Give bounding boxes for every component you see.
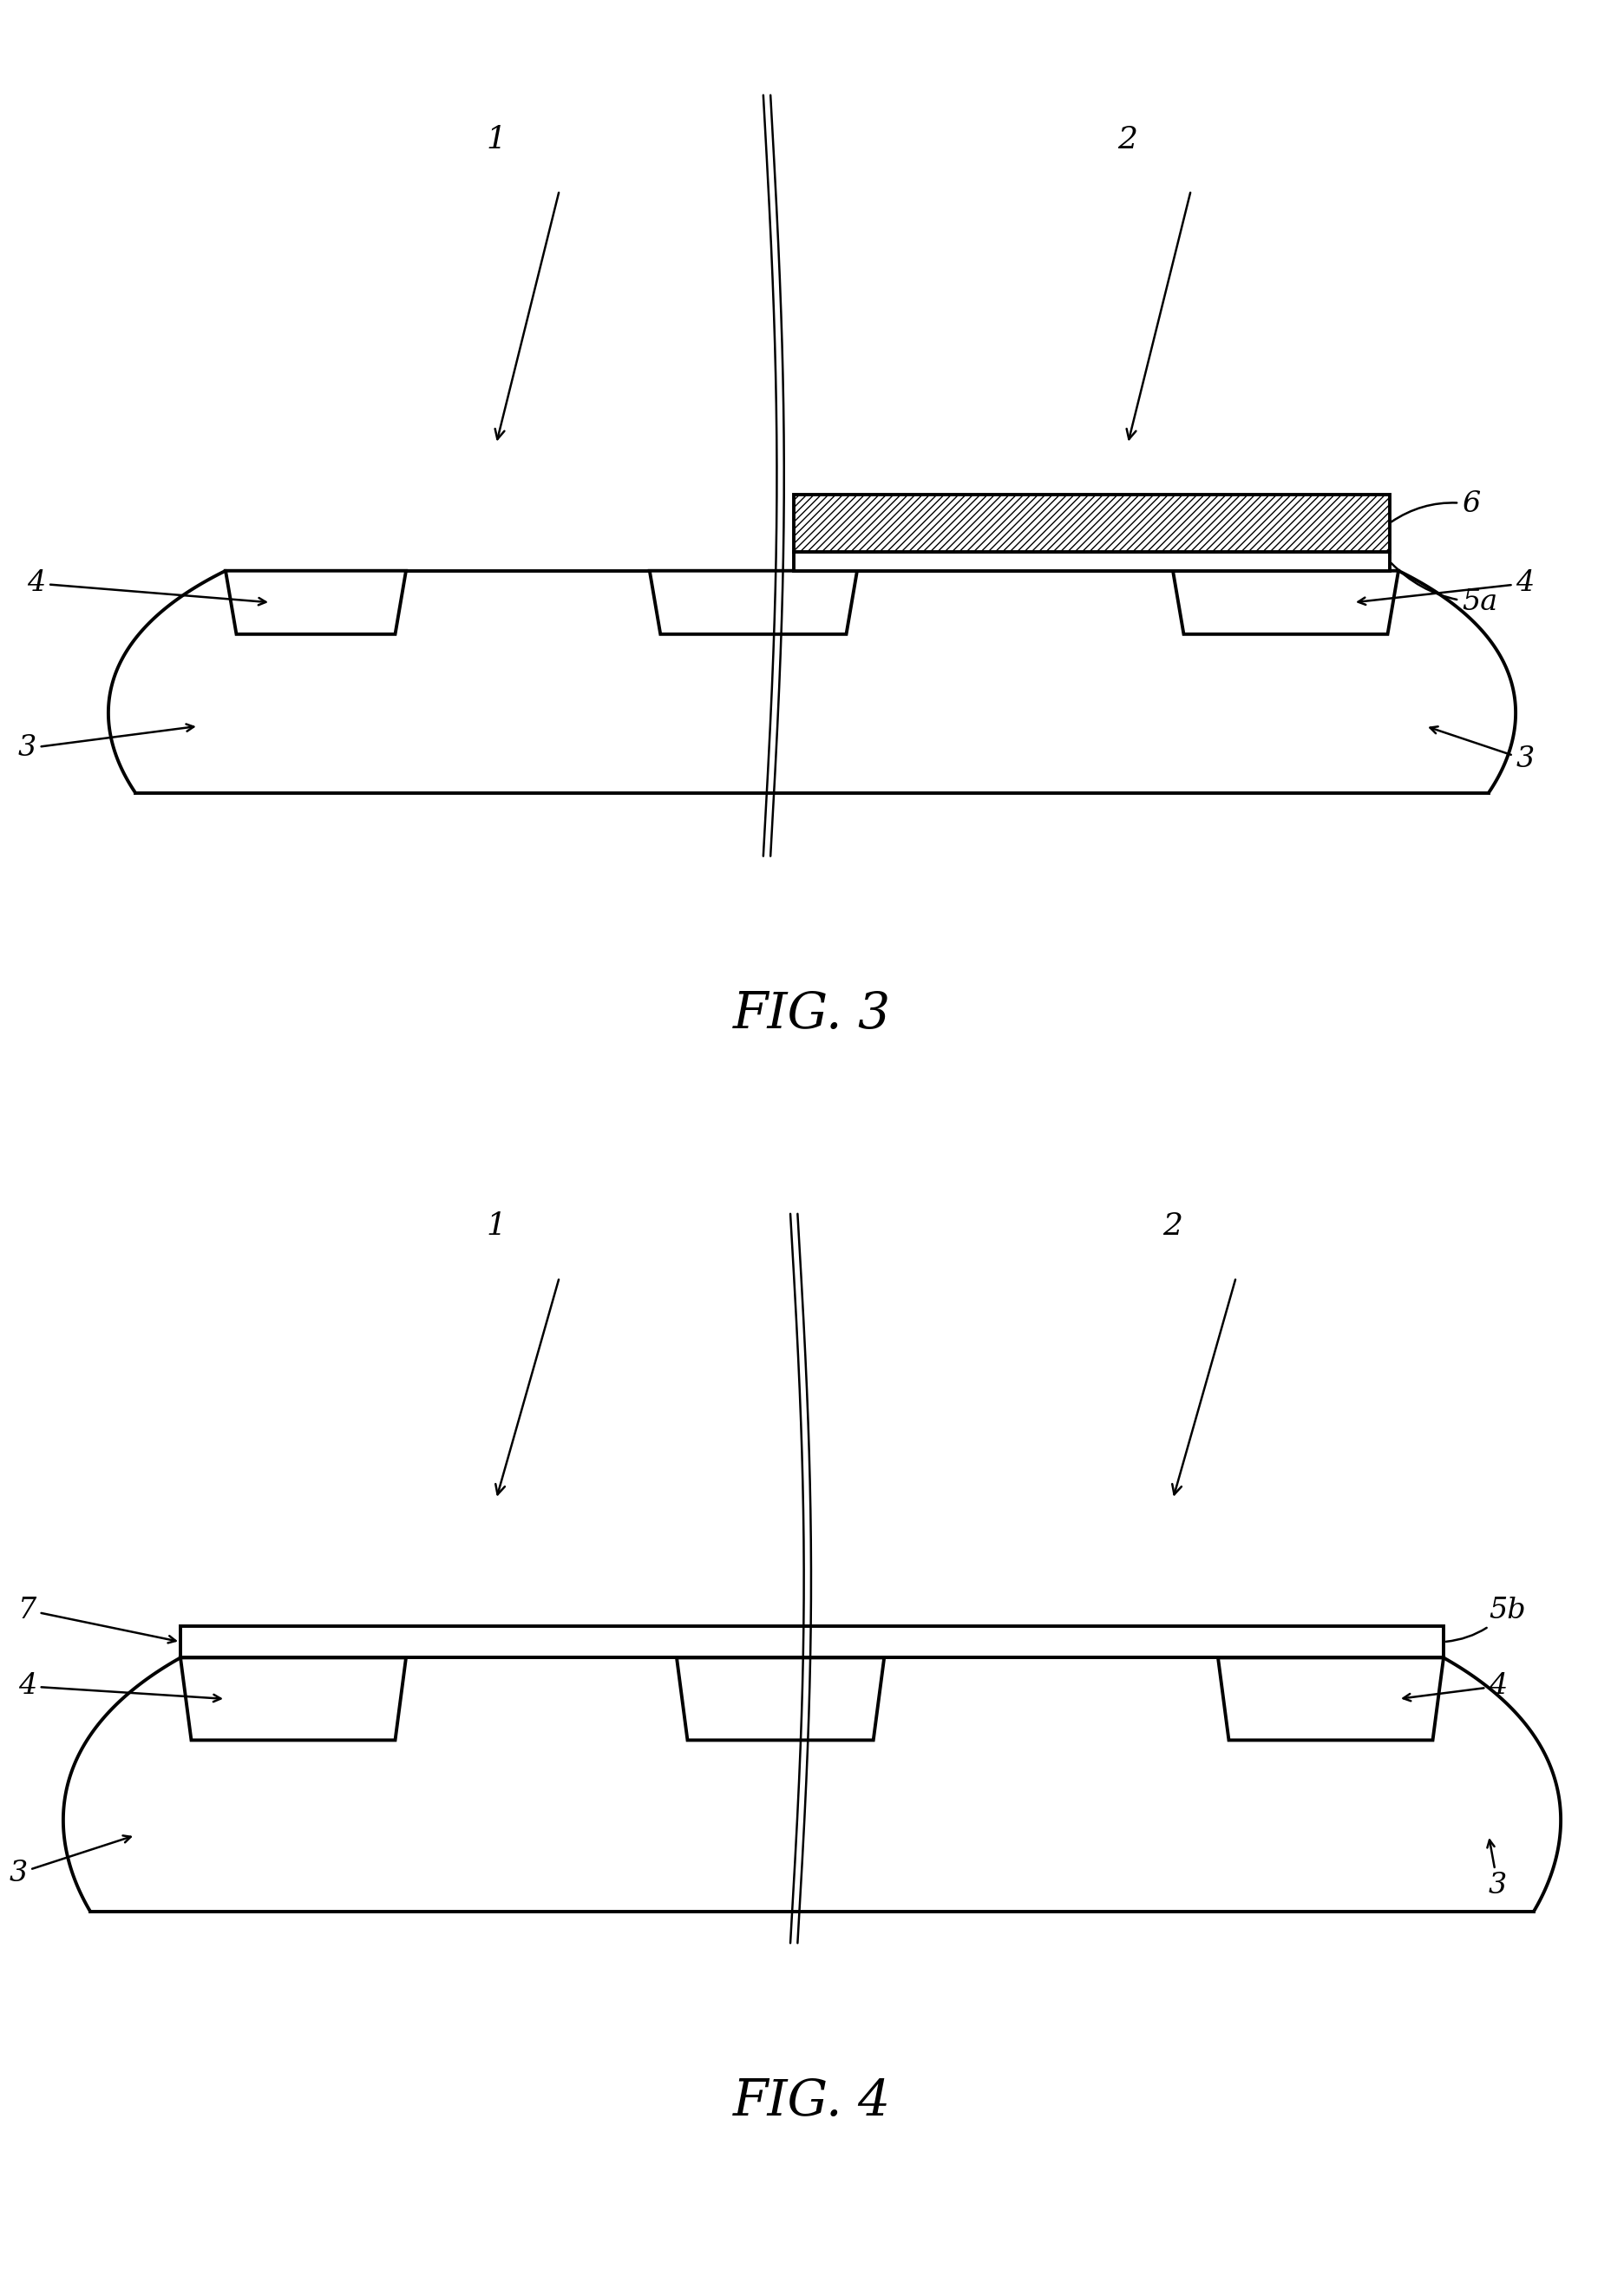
Bar xyxy=(180,1625,1444,1657)
Text: 3: 3 xyxy=(18,724,193,763)
Text: 2: 2 xyxy=(1117,126,1138,155)
Text: FIG. 4: FIG. 4 xyxy=(732,2078,892,2125)
Text: 1: 1 xyxy=(486,1212,507,1242)
Text: 3: 3 xyxy=(1488,1840,1507,1899)
Bar xyxy=(794,552,1390,571)
Text: 4: 4 xyxy=(1358,568,1535,605)
Text: 1: 1 xyxy=(486,126,507,155)
Polygon shape xyxy=(1173,571,1398,635)
Polygon shape xyxy=(650,571,857,635)
Text: FIG. 3: FIG. 3 xyxy=(732,991,892,1039)
Polygon shape xyxy=(1218,1657,1444,1740)
Text: 6: 6 xyxy=(1392,491,1479,523)
Text: 5a: 5a xyxy=(1392,564,1497,616)
Polygon shape xyxy=(677,1657,883,1740)
Text: 2: 2 xyxy=(1163,1212,1182,1242)
Text: 4: 4 xyxy=(18,1673,221,1701)
Text: 7: 7 xyxy=(18,1596,175,1644)
Text: 4: 4 xyxy=(1403,1673,1507,1701)
Text: 5b: 5b xyxy=(1445,1596,1525,1641)
Text: 3: 3 xyxy=(10,1836,132,1888)
Polygon shape xyxy=(226,571,406,635)
Bar xyxy=(794,495,1390,552)
Text: 3: 3 xyxy=(1431,726,1535,774)
Polygon shape xyxy=(180,1657,406,1740)
Text: 4: 4 xyxy=(28,568,266,605)
Bar xyxy=(857,552,1173,571)
